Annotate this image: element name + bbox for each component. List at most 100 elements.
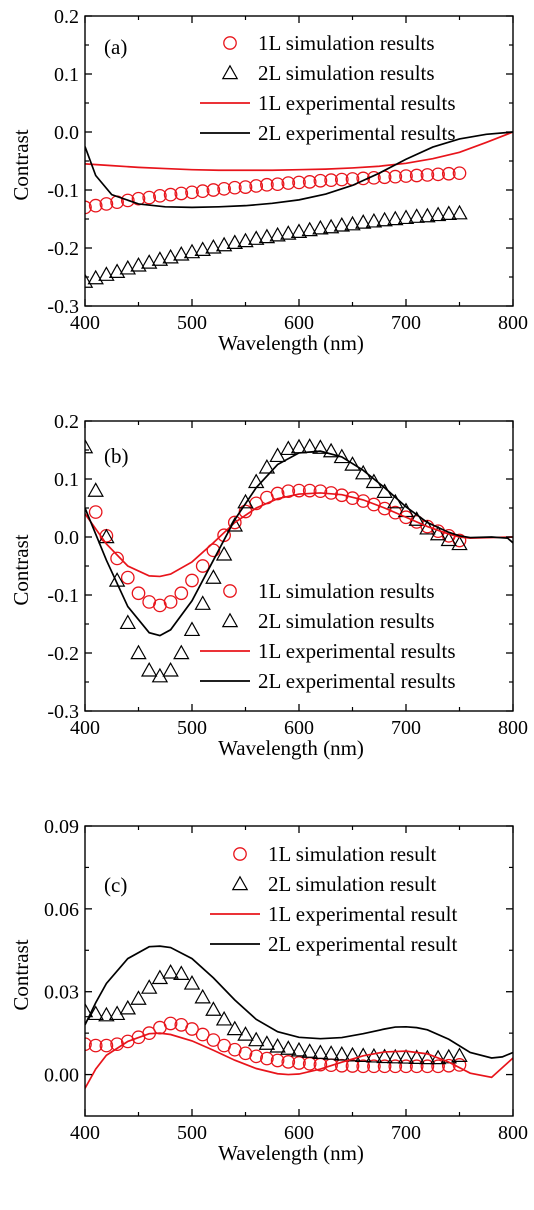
data-point-triangle: [301, 221, 318, 237]
data-point-circle: [270, 1053, 285, 1068]
data-point-triangle: [387, 1048, 404, 1064]
data-point-triangle: [408, 1049, 425, 1064]
y-axis-label: Contrast: [9, 939, 33, 1010]
data-point-circle: [388, 169, 403, 184]
data-point-circle: [185, 573, 199, 588]
data-point-circle: [281, 484, 296, 499]
data-point-circle: [99, 1038, 114, 1053]
y-tick-label: 0.09: [44, 816, 79, 838]
chart-panel-3: 400 500 600 700 800 0.00 0.03 0.06 0.09 Wavelengt…: [9, 816, 528, 1165]
data-point-triangle: [173, 245, 190, 261]
data-point-triangle: [130, 644, 147, 660]
legend-triangle-swatch: [221, 612, 239, 628]
data-point-triangle: [344, 456, 361, 471]
data-point-triangle: [322, 1045, 340, 1060]
data-point-circle: [120, 193, 135, 208]
data-point-triangle: [258, 1035, 276, 1050]
data-point-triangle: [258, 458, 276, 474]
data-point-triangle: [333, 1045, 351, 1061]
data-point-triangle: [376, 483, 393, 498]
legend-item: 2L experimental result: [210, 932, 457, 956]
data-point-circle: [120, 570, 135, 585]
data-point-triangle: [215, 1010, 233, 1026]
x-tick-label: 700: [391, 1122, 421, 1144]
data-point-circle: [270, 486, 285, 501]
data-point-circle: [420, 168, 435, 182]
data-point-circle: [88, 1038, 103, 1053]
data-point-triangle: [205, 1001, 222, 1016]
plot-frame: [84, 15, 514, 307]
data-point-circle: [399, 1059, 413, 1074]
legend-item: 2L experimental results: [200, 669, 456, 693]
data-point-circle: [260, 177, 274, 192]
x-tick-label: 500: [177, 312, 207, 334]
x-axis-label: Wavelength (nm): [218, 1141, 364, 1165]
data-point-triangle: [119, 259, 137, 275]
legend-label: 1L experimental result: [268, 902, 457, 926]
data-point-triangle: [173, 965, 190, 980]
y-tick-label: 0.1: [54, 469, 79, 491]
data-point-circle: [174, 586, 189, 601]
data-point-circle: [270, 177, 285, 192]
x-tick-label: 800: [498, 1122, 528, 1144]
data-point-triangle: [397, 1049, 415, 1064]
data-point-circle: [142, 190, 157, 205]
x-axis-label: Wavelength (nm): [218, 331, 364, 355]
x-tick-label: 700: [391, 717, 421, 739]
y-tick-label: 0.06: [44, 899, 79, 921]
y-tick-label: -0.3: [47, 701, 79, 723]
data-point-circle: [431, 167, 445, 182]
data-point-triangle: [215, 545, 233, 561]
data-point-circle: [195, 1027, 210, 1042]
data-point-circle: [420, 1059, 435, 1074]
legend-triangle-swatch: [221, 64, 239, 80]
data-point-circle: [302, 483, 317, 498]
data-point-triangle: [333, 216, 351, 232]
data-point-triangle: [354, 214, 372, 229]
legend-circle-swatch: [223, 584, 237, 598]
data-point-circle: [431, 1059, 445, 1074]
data-point-circle: [206, 183, 221, 197]
data-point-triangle: [419, 207, 436, 223]
y-tick-label: -0.3: [47, 296, 79, 318]
data-point-triangle: [247, 230, 265, 245]
series-line-4: [85, 450, 513, 637]
data-point-triangle: [280, 1040, 297, 1055]
panel-label: (b): [104, 444, 129, 468]
data-point-triangle: [194, 988, 211, 1004]
data-point-triangle: [237, 232, 254, 248]
panel-label: (a): [104, 35, 127, 59]
legend-triangle-swatch: [231, 875, 249, 891]
data-point-triangle: [183, 243, 201, 259]
series-line-4: [85, 945, 513, 1059]
data-point-circle: [452, 166, 467, 181]
y-tick-label: -0.1: [47, 180, 79, 202]
data-point-triangle: [322, 442, 340, 458]
x-tick-label: 400: [70, 312, 100, 334]
x-tick-label: 600: [284, 1122, 314, 1144]
data-point-circle: [292, 1056, 306, 1070]
data-point-triangle: [183, 621, 201, 637]
series-line: [85, 450, 513, 637]
data-point-triangle: [312, 219, 329, 235]
data-point-triangle: [151, 667, 169, 683]
legend-label: 2L experimental results: [258, 669, 456, 693]
y-axis-label: Contrast: [9, 534, 33, 605]
data-point-circle: [99, 528, 114, 543]
data-point-circle: [131, 586, 146, 601]
data-point-triangle: [365, 212, 383, 228]
legend-label: 2L simulation result: [268, 872, 437, 896]
data-point-triangle: [98, 266, 115, 281]
legend-circle-swatch: [233, 847, 247, 861]
data-point-triangle: [140, 661, 158, 677]
data-point-circle: [334, 172, 349, 187]
y-axis-label: Contrast: [9, 129, 33, 200]
data-point-circle: [388, 1059, 403, 1074]
series-triangle-2: [85, 204, 468, 288]
data-point-triangle: [429, 206, 447, 222]
legend-label: 2L experimental result: [268, 932, 457, 956]
legend-item: 2L simulation result: [231, 872, 437, 896]
data-point-triangle: [419, 1049, 436, 1065]
data-point-triangle: [365, 1047, 383, 1063]
